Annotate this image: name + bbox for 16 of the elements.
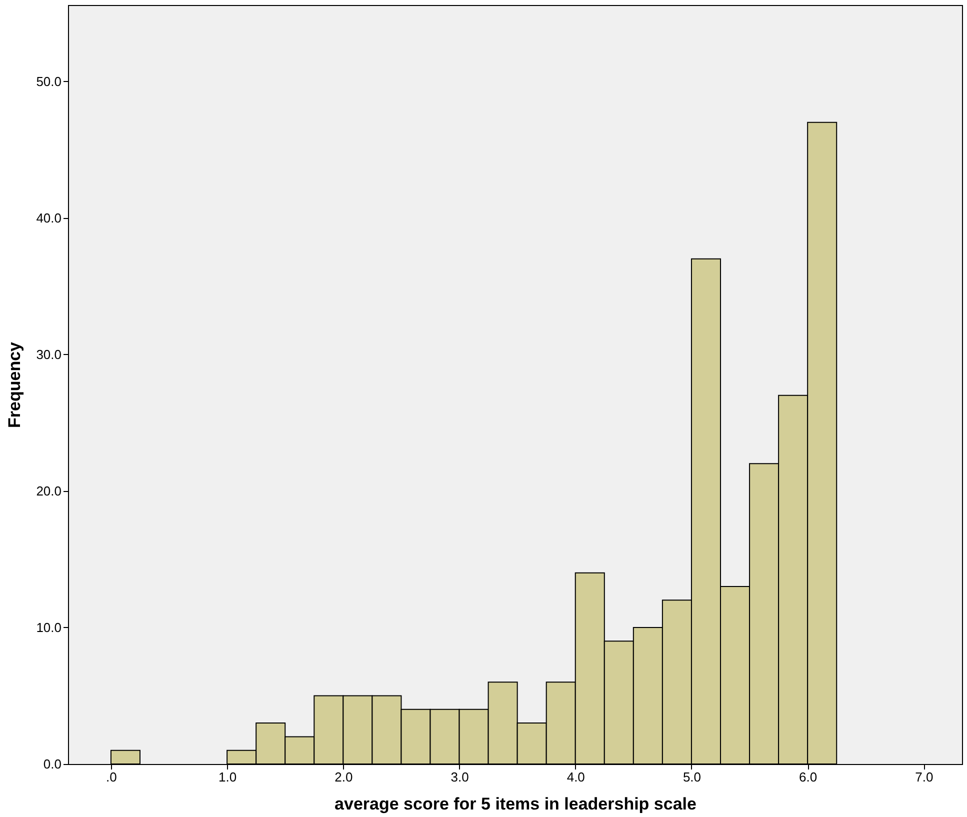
y-tick-label: 50.0 xyxy=(36,74,62,89)
x-tick-label: .0 xyxy=(106,770,117,784)
x-tick-label: 2.0 xyxy=(334,770,353,784)
x-axis-title: average score for 5 items in leadership scale xyxy=(334,794,696,814)
y-tick-label: 10.0 xyxy=(36,620,62,635)
x-tick-label: 4.0 xyxy=(566,770,585,784)
x-tick-label: 3.0 xyxy=(450,770,469,784)
y-axis-title: Frequency xyxy=(5,341,24,428)
x-tick-label: 7.0 xyxy=(915,770,934,784)
x-tick-label: 5.0 xyxy=(682,770,702,784)
y-tick-label: 20.0 xyxy=(36,483,62,498)
y-tick-label: 0.0 xyxy=(43,756,62,772)
y-tick-label: 30.0 xyxy=(36,346,62,362)
y-tick-label: 40.0 xyxy=(36,210,62,226)
x-tick-label: 6.0 xyxy=(799,770,818,784)
x-tick-label: 1.0 xyxy=(218,770,237,784)
